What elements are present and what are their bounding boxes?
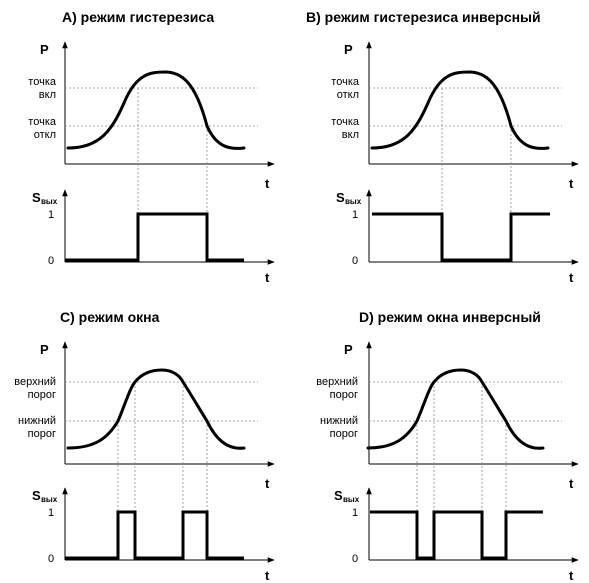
panel-title: A) режим гистерезиса [62, 9, 214, 25]
output-axis-label: S [336, 190, 345, 205]
time-axis-label: t [569, 476, 574, 491]
level-zero-label: 0 [48, 255, 54, 267]
time-axis-label-lower: t [569, 270, 574, 285]
lower-threshold-label-line2: вкл [342, 129, 359, 141]
panel-title: C) режим окна [60, 309, 160, 325]
output-axis-subscript: вых [345, 197, 362, 206]
output-axis-subscript: вых [41, 197, 58, 206]
pressure-axis-label: P [344, 342, 353, 357]
panel-d: D) режим окна инверсный P t верхний поро… [316, 309, 579, 583]
panel-a: A) режим гистерезиса P t точка вкл точка… [28, 9, 275, 285]
time-axis-label-lower: t [569, 568, 574, 583]
pressure-curve [66, 70, 246, 150]
lower-threshold-label-line2: порог [28, 428, 56, 440]
panel-b: B) режим гистерезиса инверсный P t точка… [306, 9, 579, 285]
lower-threshold-label-line2: порог [330, 428, 358, 440]
time-axis-label: t [265, 476, 270, 491]
lower-threshold-label: нижний [320, 415, 358, 427]
lower-threshold-label-line2: откл [34, 129, 56, 141]
level-zero-label: 0 [352, 553, 358, 565]
lower-threshold-label: нижний [18, 415, 56, 427]
output-signal [65, 212, 244, 262]
upper-threshold-label: верхний [14, 376, 56, 388]
output-axis-subscript: вых [343, 495, 360, 504]
pressure-curve [370, 70, 550, 150]
output-axis-label: S [334, 488, 343, 503]
panel-title: B) режим гистерезиса инверсный [306, 9, 541, 25]
output-axis-label: S [32, 190, 41, 205]
upper-threshold-label-line2: порог [330, 389, 358, 401]
pressure-axis-label: P [40, 342, 49, 357]
time-axis-label: t [265, 176, 270, 191]
lower-threshold-label: точка [28, 116, 57, 128]
level-zero-label: 0 [352, 255, 358, 267]
time-axis-label-lower: t [265, 270, 270, 285]
pressure-curve [66, 368, 246, 450]
output-signal [370, 510, 543, 560]
upper-threshold-label-line2: откл [337, 89, 359, 101]
output-signal [65, 510, 244, 560]
level-zero-label: 0 [48, 553, 54, 565]
upper-threshold-label: верхний [316, 376, 358, 388]
level-one-label: 1 [352, 209, 358, 221]
level-one-label: 1 [48, 209, 54, 221]
level-one-label: 1 [48, 507, 54, 519]
upper-threshold-label: точка [331, 76, 360, 88]
panel-c: C) режим окна P t верхний порог нижний п… [14, 309, 275, 583]
upper-threshold-label: точка [28, 76, 57, 88]
upper-threshold-label-line2: порог [28, 389, 56, 401]
output-axis-label: S [32, 488, 41, 503]
pressure-axis-label: P [40, 42, 49, 57]
pressure-axis-label: P [344, 42, 353, 57]
pressure-curve [366, 368, 545, 450]
upper-threshold-label-line2: вкл [39, 89, 56, 101]
output-signal [372, 212, 550, 262]
time-axis-label-lower: t [265, 568, 270, 583]
output-axis-subscript: вых [41, 495, 58, 504]
lower-threshold-label: точка [331, 116, 360, 128]
panel-title: D) режим окна инверсный [359, 309, 541, 325]
level-one-label: 1 [352, 507, 358, 519]
time-axis-label: t [569, 176, 574, 191]
